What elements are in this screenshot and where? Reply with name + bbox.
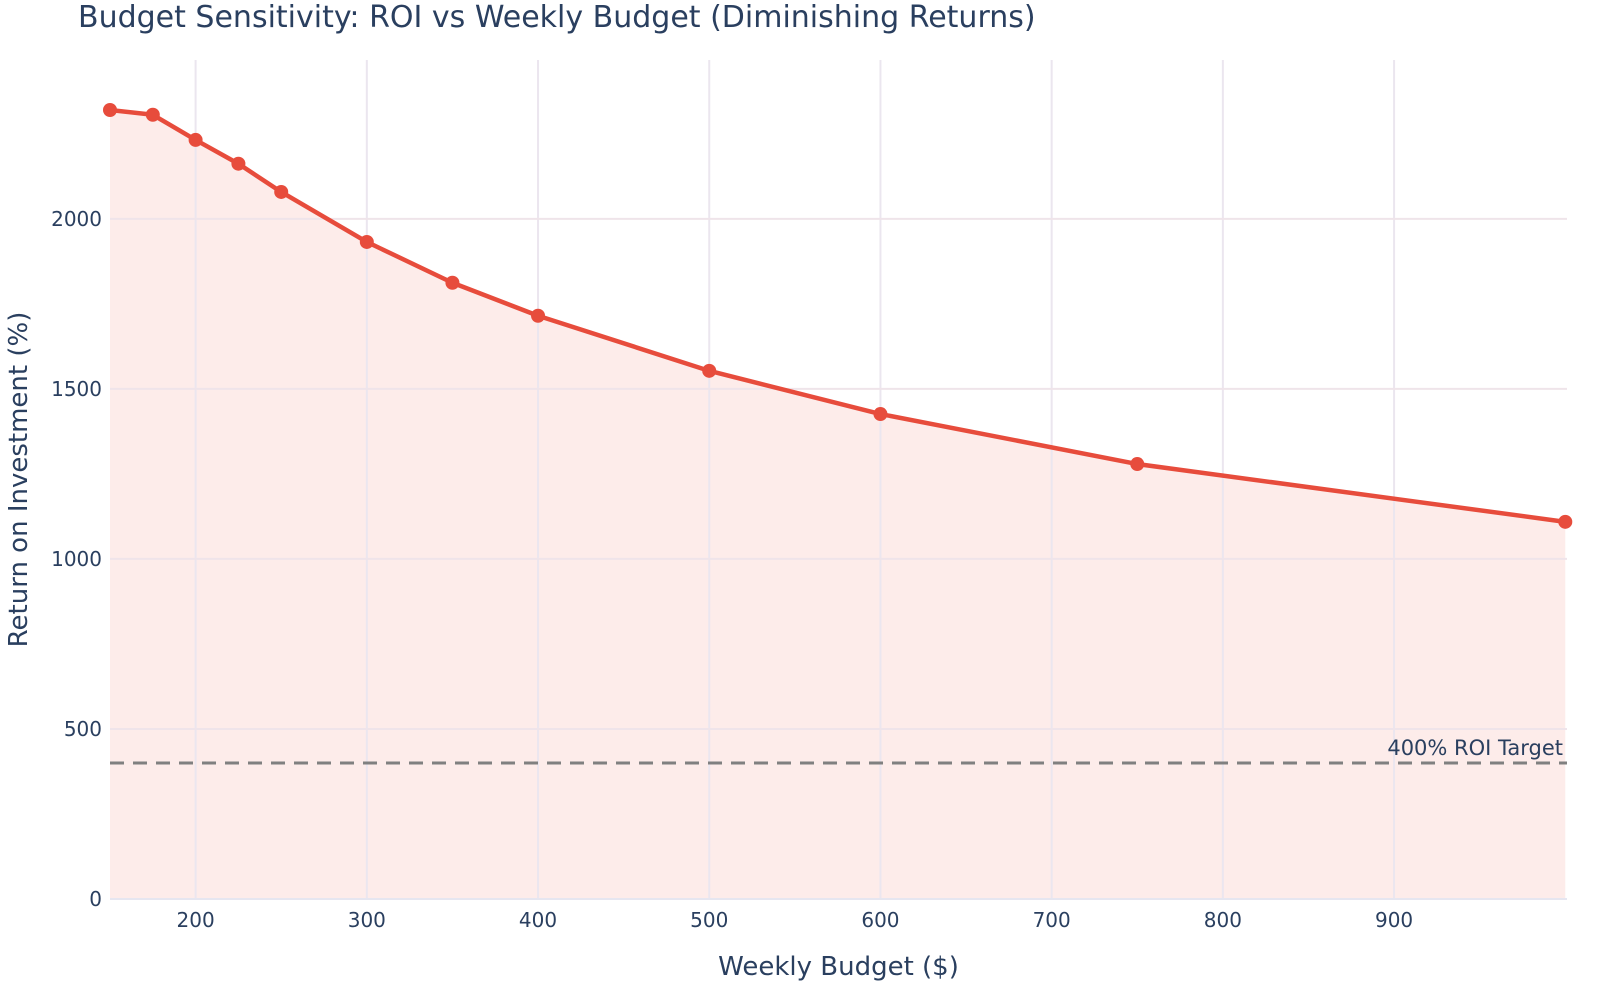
data-point [188, 132, 203, 147]
y-tick-label: 0 [89, 887, 102, 911]
data-point [103, 102, 117, 117]
y-tick-label: 2000 [51, 207, 102, 231]
x-tick-label: 600 [861, 908, 899, 932]
area-fill [110, 109, 1566, 900]
y-tick-label: 1000 [51, 547, 102, 571]
y-axis-title: Return on Investment (%) [4, 312, 34, 648]
reference-line-label: 400% ROI Target [1387, 736, 1563, 760]
x-tick-label: 400 [519, 908, 557, 932]
x-tick-label: 700 [1033, 908, 1071, 932]
data-point [531, 308, 546, 323]
data-point [702, 363, 717, 378]
data-point [445, 275, 460, 290]
data-point [1558, 514, 1573, 529]
data-point [274, 184, 289, 199]
x-tick-label: 500 [690, 908, 728, 932]
chart-title: Budget Sensitivity: ROI vs Weekly Budget… [78, 0, 1036, 35]
data-point [145, 107, 160, 122]
data-point [1130, 457, 1145, 472]
x-axis-title: Weekly Budget ($) [718, 952, 959, 982]
y-tick-label: 500 [64, 717, 102, 741]
x-tick-label: 900 [1375, 908, 1413, 932]
x-tick-label: 800 [1204, 908, 1242, 932]
data-point [231, 156, 246, 171]
data-point [873, 407, 888, 422]
y-tick-label: 1500 [51, 377, 102, 401]
data-point [359, 234, 374, 249]
x-tick-label: 300 [348, 908, 386, 932]
x-tick-label: 200 [177, 908, 215, 932]
series-line [109, 107, 1566, 525]
